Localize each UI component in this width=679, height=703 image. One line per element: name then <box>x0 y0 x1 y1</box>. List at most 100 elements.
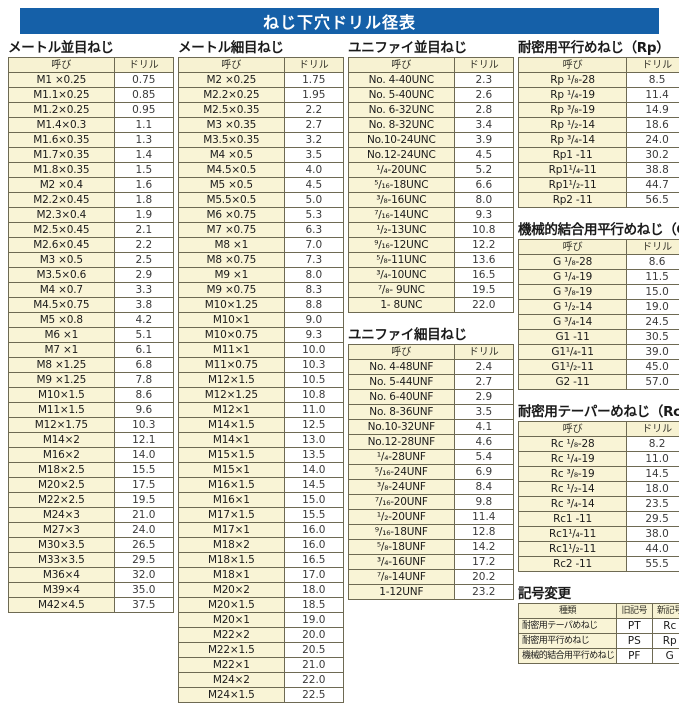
cell-drill-diameter: 22.0 <box>284 673 343 688</box>
cell-thread-designation: M16×1 <box>179 493 285 508</box>
cell-drill-diameter: 30.2 <box>627 148 679 163</box>
cell-thread-designation: ⁵/₁₆-24UNF <box>349 465 455 480</box>
cell-drill-diameter: 8.2 <box>627 437 679 452</box>
cell-drill-diameter: 30.5 <box>627 330 679 345</box>
column-header-name: 呼び <box>519 58 627 73</box>
cell-thread-designation: M39×4 <box>9 583 115 598</box>
cell-thread-designation: No. 4-48UNF <box>349 360 455 375</box>
cell-thread-designation: M3.5×0.35 <box>179 133 285 148</box>
column-header-name: 呼び <box>9 58 115 73</box>
cell-drill-diameter: 16.5 <box>284 553 343 568</box>
cell-drill-diameter: 1.75 <box>284 73 343 88</box>
cell-drill-diameter: 0.95 <box>114 103 173 118</box>
cell-thread-designation: M11×1 <box>179 343 285 358</box>
cell-drill-diameter: 12.5 <box>284 418 343 433</box>
cell-thread-designation: M5 ×0.8 <box>9 313 115 328</box>
cell-thread-designation: M15×1.5 <box>179 448 285 463</box>
table-header-row: 呼び ドリル <box>179 58 344 73</box>
cell-drill-diameter: 1.3 <box>114 133 173 148</box>
table-header-row: 呼び ドリル <box>349 345 514 360</box>
cell-drill-diameter: 6.8 <box>114 358 173 373</box>
table-header-row: 種類 旧記号 新記号 <box>519 604 679 619</box>
cell-drill-diameter: 23.5 <box>627 497 679 512</box>
column-header-drill: ドリル <box>454 58 513 73</box>
cell-thread-designation: M20×2.5 <box>9 478 115 493</box>
cell-drill-diameter: 19.5 <box>454 283 513 298</box>
cell-drill-diameter: 2.2 <box>284 103 343 118</box>
cell-thread-designation: M20×2 <box>179 583 285 598</box>
cell-thread-designation: M18×2.5 <box>9 463 115 478</box>
cell-drill-diameter: 1.1 <box>114 118 173 133</box>
cell-drill-diameter: 10.5 <box>284 373 343 388</box>
cell-thread-designation: Rp2 -11 <box>519 193 627 208</box>
cell-drill-diameter: 55.5 <box>627 557 679 572</box>
cell-thread-designation: ¹/₄-20UNC <box>349 163 455 178</box>
cell-thread-designation: Rc ³/₄-14 <box>519 497 627 512</box>
cell-drill-diameter: 39.0 <box>627 345 679 360</box>
cell-thread-designation: ⁷/₈-14UNF <box>349 570 455 585</box>
cell-thread-designation: M16×1.5 <box>179 478 285 493</box>
cell-thread-designation: ³/₄-10UNC <box>349 268 455 283</box>
page-title: ねじ下穴ドリル径表 <box>263 9 416 33</box>
cell-drill-diameter: 2.9 <box>454 390 513 405</box>
cell-thread-designation: M6 ×1 <box>9 328 115 343</box>
cell-thread-designation: M12×1 <box>179 403 285 418</box>
cell-drill-diameter: 24.0 <box>114 523 173 538</box>
cell-drill-diameter: 14.9 <box>627 103 679 118</box>
cell-drill-diameter: 4.5 <box>284 178 343 193</box>
cell-thread-designation: ³/₄-16UNF <box>349 555 455 570</box>
cell-drill-diameter: 13.6 <box>454 253 513 268</box>
cell-thread-designation: ⁵/₈-11UNC <box>349 253 455 268</box>
cell-drill-diameter: 57.0 <box>627 375 679 390</box>
table-header-row: 呼び ドリル <box>519 422 679 437</box>
cell-thread-designation: Rc ¹/₄-19 <box>519 452 627 467</box>
cell-drill-diameter: 11.0 <box>284 403 343 418</box>
cell-drill-diameter: 15.0 <box>284 493 343 508</box>
cell-drill-diameter: 3.8 <box>114 298 173 313</box>
cell-thread-designation: M2.6×0.45 <box>9 238 115 253</box>
cell-thread-designation: M18×2 <box>179 538 285 553</box>
cell-old-symbol: PT <box>617 619 652 634</box>
cell-thread-designation: No. 5-40UNC <box>349 88 455 103</box>
cell-thread-designation: M9 ×1.25 <box>9 373 115 388</box>
cell-thread-designation: M22×2.5 <box>9 493 115 508</box>
column-header-name: 呼び <box>349 345 455 360</box>
cell-thread-designation: M20×1 <box>179 613 285 628</box>
cell-thread-designation: ⁷/₁₆-14UNC <box>349 208 455 223</box>
cell-drill-diameter: 12.1 <box>114 433 173 448</box>
